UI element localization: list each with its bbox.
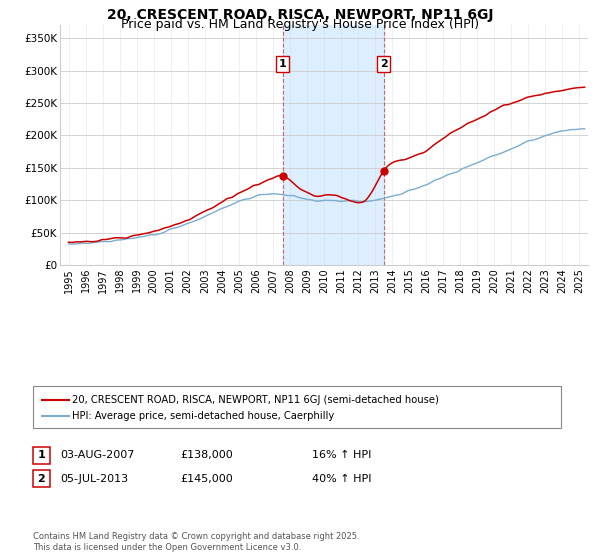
- Text: Price paid vs. HM Land Registry's House Price Index (HPI): Price paid vs. HM Land Registry's House …: [121, 18, 479, 31]
- Text: 16% ↑ HPI: 16% ↑ HPI: [312, 450, 371, 460]
- Text: £145,000: £145,000: [180, 474, 233, 484]
- Text: 1: 1: [279, 59, 287, 69]
- Text: 1: 1: [38, 450, 45, 460]
- Text: 2: 2: [380, 59, 388, 69]
- Text: 40% ↑ HPI: 40% ↑ HPI: [312, 474, 371, 484]
- Text: 2: 2: [38, 474, 45, 484]
- Text: £138,000: £138,000: [180, 450, 233, 460]
- Text: 03-AUG-2007: 03-AUG-2007: [60, 450, 134, 460]
- Bar: [283, 25, 383, 265]
- Text: HPI: Average price, semi-detached house, Caerphilly: HPI: Average price, semi-detached house,…: [72, 410, 334, 421]
- Text: 20, CRESCENT ROAD, RISCA, NEWPORT, NP11 6GJ (semi-detached house): 20, CRESCENT ROAD, RISCA, NEWPORT, NP11 …: [72, 395, 439, 405]
- Text: 20, CRESCENT ROAD, RISCA, NEWPORT, NP11 6GJ: 20, CRESCENT ROAD, RISCA, NEWPORT, NP11 …: [107, 8, 493, 22]
- Text: Contains HM Land Registry data © Crown copyright and database right 2025.
This d: Contains HM Land Registry data © Crown c…: [33, 532, 359, 552]
- Text: 05-JUL-2013: 05-JUL-2013: [60, 474, 128, 484]
